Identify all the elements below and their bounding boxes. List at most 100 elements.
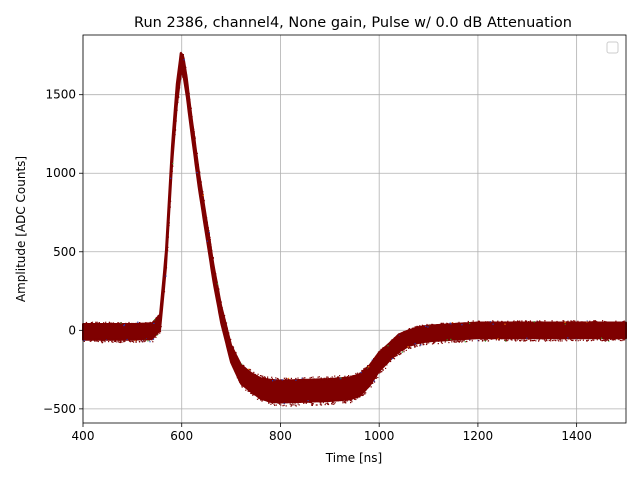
waveform-point bbox=[348, 399, 350, 401]
waveform-point bbox=[526, 322, 528, 324]
waveform-point bbox=[464, 322, 466, 324]
waveform-point bbox=[333, 403, 335, 405]
waveform-point bbox=[441, 324, 443, 327]
waveform-point bbox=[296, 381, 298, 383]
waveform-point bbox=[602, 320, 604, 322]
waveform-point bbox=[512, 323, 514, 325]
waveform-point bbox=[101, 323, 103, 325]
waveform-point bbox=[387, 344, 389, 346]
waveform-point bbox=[419, 325, 421, 327]
waveform-point bbox=[208, 231, 210, 233]
waveform-point bbox=[589, 321, 591, 323]
waveform-point bbox=[465, 340, 468, 343]
waveform-point bbox=[529, 321, 531, 323]
plot-area bbox=[83, 35, 626, 423]
waveform-point bbox=[440, 322, 442, 324]
waveform-point bbox=[215, 292, 217, 294]
waveform-point bbox=[182, 54, 184, 56]
waveform-point bbox=[134, 340, 137, 342]
waveform-point bbox=[422, 344, 424, 346]
waveform-point bbox=[480, 338, 482, 340]
waveform-point bbox=[463, 339, 465, 341]
waveform-point bbox=[261, 399, 263, 401]
waveform-point bbox=[475, 323, 477, 325]
waveform-point bbox=[403, 351, 405, 353]
waveform-point bbox=[498, 338, 500, 340]
waveform-point bbox=[538, 339, 540, 341]
waveform-point bbox=[200, 181, 202, 183]
waveform-point bbox=[440, 341, 442, 343]
waveform-point bbox=[342, 402, 344, 404]
waveform-point bbox=[318, 399, 320, 401]
waveform-point bbox=[615, 320, 617, 322]
waveform-point bbox=[485, 321, 487, 323]
legend-box[interactable] bbox=[606, 41, 619, 54]
waveform-point bbox=[155, 336, 157, 338]
waveform-point bbox=[562, 320, 564, 322]
waveform-point bbox=[439, 340, 441, 342]
waveform-point bbox=[415, 345, 417, 347]
waveform-point bbox=[114, 340, 116, 343]
waveform-point bbox=[426, 323, 428, 326]
waveform-point bbox=[290, 377, 292, 379]
waveform-point bbox=[201, 208, 203, 210]
waveform-point bbox=[164, 268, 166, 270]
waveform-point bbox=[404, 333, 406, 335]
waveform-point bbox=[188, 92, 190, 94]
waveform-point bbox=[159, 331, 162, 333]
waveform-point bbox=[239, 381, 241, 383]
waveform-point bbox=[431, 324, 433, 326]
waveform-point bbox=[87, 338, 89, 340]
waveform-point bbox=[431, 343, 434, 345]
waveform-point bbox=[535, 322, 538, 324]
waveform-point bbox=[149, 323, 151, 325]
waveform-point bbox=[313, 379, 315, 381]
waveform-point bbox=[595, 321, 597, 323]
waveform-point bbox=[477, 320, 479, 322]
waveform-point bbox=[264, 376, 266, 378]
waveform-point bbox=[146, 339, 148, 341]
waveform-point bbox=[373, 380, 375, 382]
waveform-point bbox=[618, 338, 620, 341]
waveform-point bbox=[140, 324, 142, 327]
waveform-point bbox=[555, 340, 557, 342]
waveform-point bbox=[183, 59, 185, 61]
waveform-point bbox=[202, 213, 204, 215]
waveform-point bbox=[350, 402, 352, 404]
x-tick-label: 400 bbox=[72, 429, 95, 443]
waveform-point bbox=[241, 383, 243, 385]
waveform-point bbox=[133, 324, 135, 326]
waveform-point bbox=[519, 339, 521, 342]
waveform-point bbox=[304, 401, 306, 403]
waveform-point bbox=[292, 403, 294, 405]
waveform-point bbox=[176, 91, 178, 93]
waveform-point bbox=[606, 338, 608, 340]
waveform-point bbox=[186, 99, 189, 101]
waveform-point bbox=[535, 340, 537, 342]
waveform-point bbox=[514, 338, 516, 340]
waveform-point bbox=[380, 371, 382, 373]
waveform-point bbox=[577, 323, 579, 325]
waveform-point bbox=[414, 343, 416, 345]
waveform-point bbox=[421, 324, 423, 326]
waveform-point bbox=[283, 402, 285, 404]
waveform-point bbox=[614, 339, 616, 341]
waveform-point bbox=[266, 377, 269, 379]
waveform-point bbox=[337, 400, 339, 402]
x-tick-label: 1400 bbox=[561, 429, 592, 443]
waveform-point bbox=[112, 341, 114, 343]
waveform-point bbox=[474, 322, 476, 325]
waveform-point bbox=[307, 380, 309, 382]
waveform-point bbox=[331, 403, 333, 405]
waveform-point bbox=[147, 323, 149, 325]
waveform-point bbox=[364, 393, 366, 395]
waveform-point bbox=[492, 338, 494, 340]
x-tick-label: 600 bbox=[170, 429, 193, 443]
waveform-point bbox=[519, 338, 521, 340]
waveform-point bbox=[129, 323, 131, 325]
waveform-point bbox=[172, 165, 174, 167]
waveform-point bbox=[256, 398, 259, 400]
waveform-point bbox=[127, 323, 129, 326]
waveform-point bbox=[411, 329, 413, 332]
waveform-point bbox=[609, 337, 611, 339]
